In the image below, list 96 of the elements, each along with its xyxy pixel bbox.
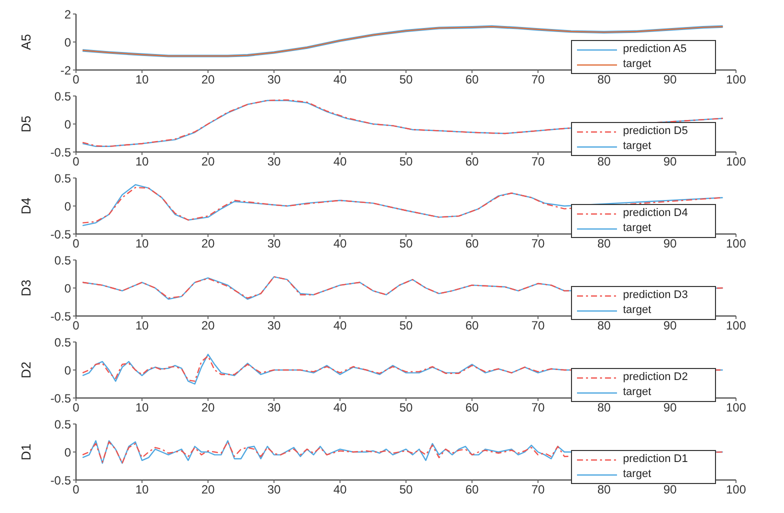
y-tick-label: 0 (64, 35, 72, 50)
y-tick-label: 0 (64, 281, 72, 296)
legend-label: prediction D1 (623, 452, 688, 467)
y-tick-label: 0 (64, 363, 72, 378)
x-tick-label: 20 (201, 72, 215, 87)
y-tick-label: 0 (64, 445, 72, 460)
x-tick-label: 80 (597, 72, 611, 87)
x-tick-label: 80 (597, 236, 611, 251)
x-tick-label: 100 (726, 236, 746, 251)
legend-label: target (623, 467, 652, 482)
x-tick-label: 20 (201, 318, 215, 333)
y-tick-label: -0.5 (50, 391, 72, 406)
x-tick-label: 80 (597, 400, 611, 415)
x-tick-label: 50 (399, 482, 413, 497)
x-tick-label: 100 (726, 154, 746, 169)
y-axis-title: D3 (18, 280, 34, 296)
x-tick-label: 30 (267, 318, 281, 333)
y-tick-label: -0.5 (50, 145, 72, 160)
x-tick-label: 40 (333, 154, 347, 169)
legend-label: target (623, 221, 652, 236)
y-tick-label: 2 (64, 7, 72, 22)
x-tick-label: 100 (726, 482, 746, 497)
legend-label: prediction D2 (623, 370, 688, 385)
y-axis-title: D1 (18, 444, 34, 460)
x-tick-label: 90 (663, 318, 677, 333)
x-tick-label: 70 (531, 154, 545, 169)
x-tick-label: 60 (465, 72, 479, 87)
legend-label: target (623, 57, 652, 72)
y-tick-label: 0.5 (54, 417, 72, 432)
y-tick-label: 0.5 (54, 335, 72, 350)
x-tick-label: 30 (267, 236, 281, 251)
x-tick-label: 20 (201, 154, 215, 169)
x-tick-label: 70 (531, 482, 545, 497)
x-tick-label: 50 (399, 236, 413, 251)
x-tick-label: 90 (663, 72, 677, 87)
y-axis-title: A5 (18, 34, 34, 50)
y-tick-label: -2 (60, 63, 72, 78)
x-tick-label: 80 (597, 154, 611, 169)
legend-label: prediction D3 (623, 288, 688, 303)
x-tick-label: 70 (531, 236, 545, 251)
x-tick-label: 10 (135, 72, 149, 87)
legend-label: target (623, 385, 652, 400)
x-tick-label: 80 (597, 482, 611, 497)
x-tick-label: 30 (267, 154, 281, 169)
x-tick-label: 40 (333, 72, 347, 87)
x-tick-label: 70 (531, 400, 545, 415)
legend-label: prediction D5 (623, 124, 688, 139)
x-tick-label: 20 (201, 236, 215, 251)
x-tick-label: 10 (135, 236, 149, 251)
x-tick-label: 40 (333, 318, 347, 333)
x-tick-label: 10 (135, 318, 149, 333)
x-tick-label: 60 (465, 482, 479, 497)
x-tick-label: 60 (465, 236, 479, 251)
x-tick-label: 90 (663, 154, 677, 169)
y-tick-label: -0.5 (50, 227, 72, 242)
legend-label: target (623, 303, 652, 318)
x-tick-label: 10 (135, 482, 149, 497)
x-tick-label: 100 (726, 318, 746, 333)
x-tick-label: 50 (399, 154, 413, 169)
x-tick-label: 60 (465, 318, 479, 333)
y-tick-label: -0.5 (50, 309, 72, 324)
x-tick-label: 40 (333, 400, 347, 415)
x-tick-label: 40 (333, 236, 347, 251)
x-tick-label: 10 (135, 400, 149, 415)
x-tick-label: 30 (267, 482, 281, 497)
x-tick-label: 90 (663, 482, 677, 497)
x-tick-label: 100 (726, 72, 746, 87)
x-tick-label: 30 (267, 400, 281, 415)
y-tick-label: 0.5 (54, 253, 72, 268)
y-tick-label: 0 (64, 199, 72, 214)
y-tick-label: -0.5 (50, 473, 72, 488)
y-tick-label: 0.5 (54, 171, 72, 186)
x-tick-label: 20 (201, 400, 215, 415)
x-tick-label: 90 (663, 400, 677, 415)
x-tick-label: 40 (333, 482, 347, 497)
y-tick-label: 0 (64, 117, 72, 132)
y-axis-title: D2 (18, 362, 34, 378)
x-tick-label: 60 (465, 400, 479, 415)
x-tick-label: 80 (597, 318, 611, 333)
y-axis-title: D5 (18, 116, 34, 132)
x-tick-label: 60 (465, 154, 479, 169)
x-tick-label: 50 (399, 318, 413, 333)
x-tick-label: 70 (531, 72, 545, 87)
y-axis-title: D4 (18, 198, 34, 214)
legend-label: target (623, 139, 652, 154)
x-tick-label: 90 (663, 236, 677, 251)
legend-label: prediction D4 (623, 206, 688, 221)
x-tick-label: 50 (399, 72, 413, 87)
x-tick-label: 70 (531, 318, 545, 333)
x-tick-label: 50 (399, 400, 413, 415)
y-tick-label: 0.5 (54, 89, 72, 104)
x-tick-label: 20 (201, 482, 215, 497)
legend-label: prediction A5 (623, 42, 687, 57)
x-tick-label: 10 (135, 154, 149, 169)
x-tick-label: 30 (267, 72, 281, 87)
x-tick-label: 100 (726, 400, 746, 415)
